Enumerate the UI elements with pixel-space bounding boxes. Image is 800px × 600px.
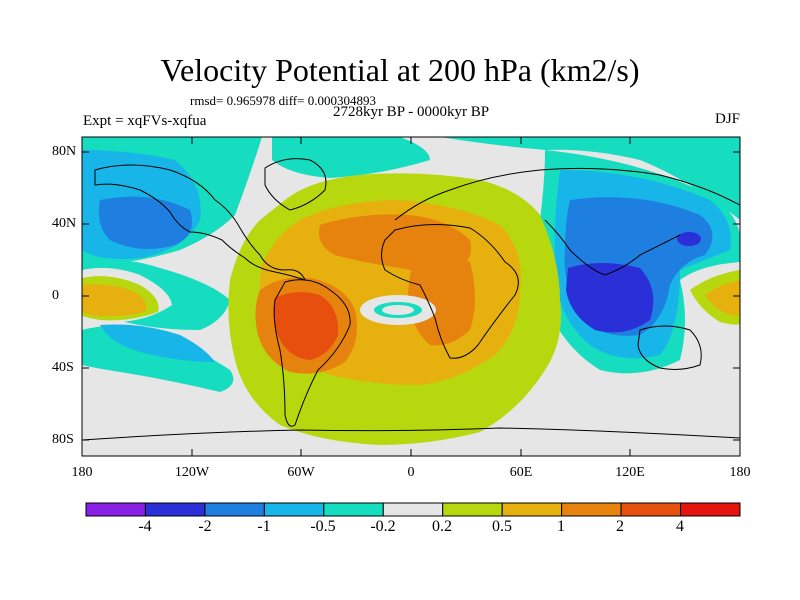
stats-text: rmsd= 0.965978 diff= 0.000304893 — [190, 93, 376, 108]
x-label-120w: 120W — [174, 465, 210, 480]
neutral-center-atlantic — [382, 305, 414, 315]
colorbar-label: -0.2 — [370, 518, 396, 535]
colorbar — [85, 502, 741, 517]
x-label-120e: 120E — [615, 465, 645, 480]
australia-coastline — [637, 325, 702, 370]
blue-region-pacific — [98, 196, 193, 249]
x-label-60e: 60E — [509, 465, 533, 480]
map-field — [82, 137, 740, 456]
axis-ticks — [81, 137, 741, 456]
period-label: 2728kyr BP - 0000kyr BP — [332, 104, 490, 120]
north-america-coastline — [94, 164, 306, 281]
africa-coastline — [381, 223, 519, 359]
dark-blue-spot-pacific — [677, 232, 701, 246]
colorbar-box — [620, 502, 682, 517]
colorbar-label: -2 — [198, 518, 212, 535]
colorbar-box — [561, 502, 622, 517]
x-label-180e: 180 — [729, 465, 751, 480]
colorbar-label: 4 — [676, 518, 684, 535]
colorbar-box — [680, 502, 741, 517]
y-label-80n: 80N — [52, 144, 77, 159]
antarctica-coastline — [82, 427, 740, 441]
light-blue-region-south-pacific — [100, 324, 215, 362]
x-label-180w: 180 — [71, 465, 93, 480]
colorbar-box — [501, 502, 563, 517]
dark-blue-region-maritime — [566, 263, 654, 333]
eurasia-coastline — [394, 167, 740, 276]
x-label-0: 0 — [407, 465, 415, 480]
y-label-40s: 40S — [52, 360, 74, 375]
colorbar-label: 1 — [557, 518, 565, 535]
y-label-0: 0 — [52, 288, 59, 303]
colorbar-box — [204, 502, 265, 517]
colorbar-box — [85, 502, 146, 517]
season-label: DJF — [714, 111, 740, 127]
colorbar-label: 0.5 — [492, 518, 512, 535]
experiment-label: Expt = xqFVs-xqfua — [83, 113, 207, 129]
cyan-region-eurasia — [440, 137, 740, 220]
red-orange-region-amazon — [273, 292, 339, 360]
dark-orange-region-central-africa — [408, 257, 475, 346]
x-label-60w: 60W — [287, 465, 315, 480]
colorbar-label: -0.5 — [310, 518, 336, 535]
colorbar-box — [323, 502, 384, 517]
colorbar-label: -1 — [257, 518, 271, 535]
colorbar-box — [263, 502, 325, 517]
colorbar-box — [144, 502, 206, 517]
cyan-region-arctic — [272, 137, 430, 178]
colorbar-label: -4 — [138, 518, 152, 535]
orange-region-east-pacific — [705, 280, 740, 316]
colorbar-box — [442, 502, 503, 517]
y-label-80s: 80S — [52, 432, 74, 447]
greenland-coastline — [264, 158, 327, 211]
orange-region-west-pacific — [82, 284, 147, 317]
colorbar-box — [382, 502, 444, 517]
coastlines — [82, 158, 740, 441]
plot-title: Velocity Potential at 200 hPa (km2/s) — [160, 52, 640, 88]
colorbar-label: 0.2 — [432, 518, 452, 535]
south-america-coastline — [273, 279, 351, 427]
y-label-40n: 40N — [52, 216, 77, 231]
colorbar-label: 2 — [616, 518, 624, 535]
